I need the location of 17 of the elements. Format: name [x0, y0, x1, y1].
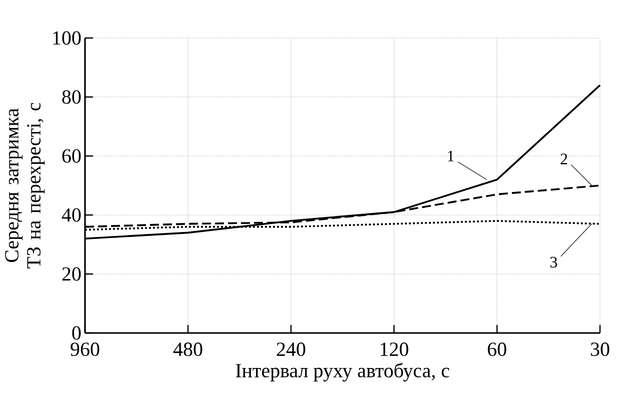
annotation: 3 [550, 256, 558, 268]
y-tick-label: 40 [62, 208, 81, 222]
x-tick-label: 30 [590, 342, 610, 356]
annotation: 1 [448, 150, 454, 162]
x-tick-label: 120 [380, 342, 408, 356]
y-tick-label: 100 [53, 31, 81, 45]
x-tick-label: 60 [488, 342, 506, 356]
x-tick-label: 240 [276, 342, 306, 356]
x-axis-title: Інтервал руху автобуса, с [236, 362, 450, 382]
y-tick-label: 20 [62, 267, 81, 281]
y-tick-label: 80 [62, 90, 81, 104]
y-tick-label: 0 [72, 326, 81, 340]
x-tick-label: 960 [70, 342, 100, 356]
y-tick-label: 60 [62, 149, 81, 163]
annotation: 2 [560, 154, 568, 164]
x-tick-label: 480 [173, 342, 202, 356]
y-axis-title: Середня затримка ТЗ на перехресті, с [5, 102, 45, 268]
